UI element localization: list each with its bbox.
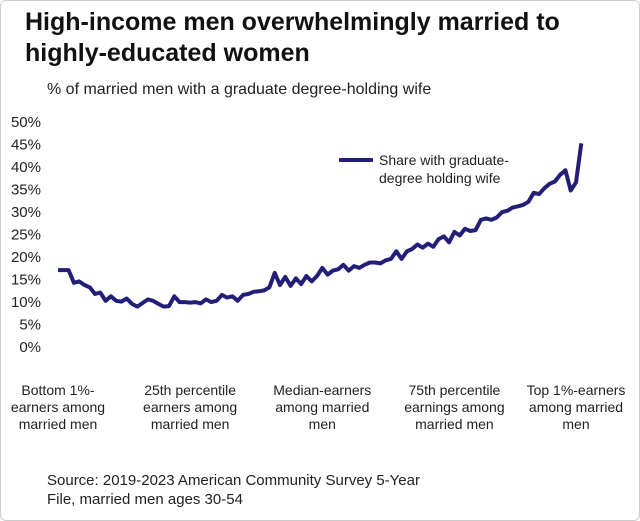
x-tick-label: 75th percentile earnings among married m… (404, 382, 505, 432)
x-tick-label: Bottom 1%-earners among married men (10, 382, 106, 432)
chart-subtitle: % of married men with a graduate degree-… (47, 81, 432, 98)
x-tick-label: 25th percentile earners among married me… (143, 382, 238, 432)
y-tick-label: 10% (11, 294, 41, 311)
data-line (58, 143, 584, 309)
legend-label: Share with graduate-degree holding wife (379, 152, 509, 186)
x-tick-label: Top 1%-earners among married men (526, 382, 626, 432)
y-tick-label: 25% (11, 226, 41, 243)
x-tick-label: Median-earners among married men (273, 382, 372, 432)
y-tick-label: 15% (11, 271, 41, 288)
y-tick-label: 35% (11, 181, 41, 198)
y-tick-label: 20% (11, 249, 41, 266)
y-tick-label: 45% (11, 136, 41, 153)
y-tick-label: 0% (19, 339, 41, 356)
chart-title: High-income men overwhelmingly married t… (25, 8, 560, 67)
source-note: Source: 2019-2023 American Community Sur… (47, 472, 420, 508)
y-tick-label: 50% (11, 114, 41, 131)
y-tick-label: 5% (19, 316, 41, 333)
y-tick-label: 30% (11, 204, 41, 221)
y-tick-label: 40% (11, 159, 41, 176)
